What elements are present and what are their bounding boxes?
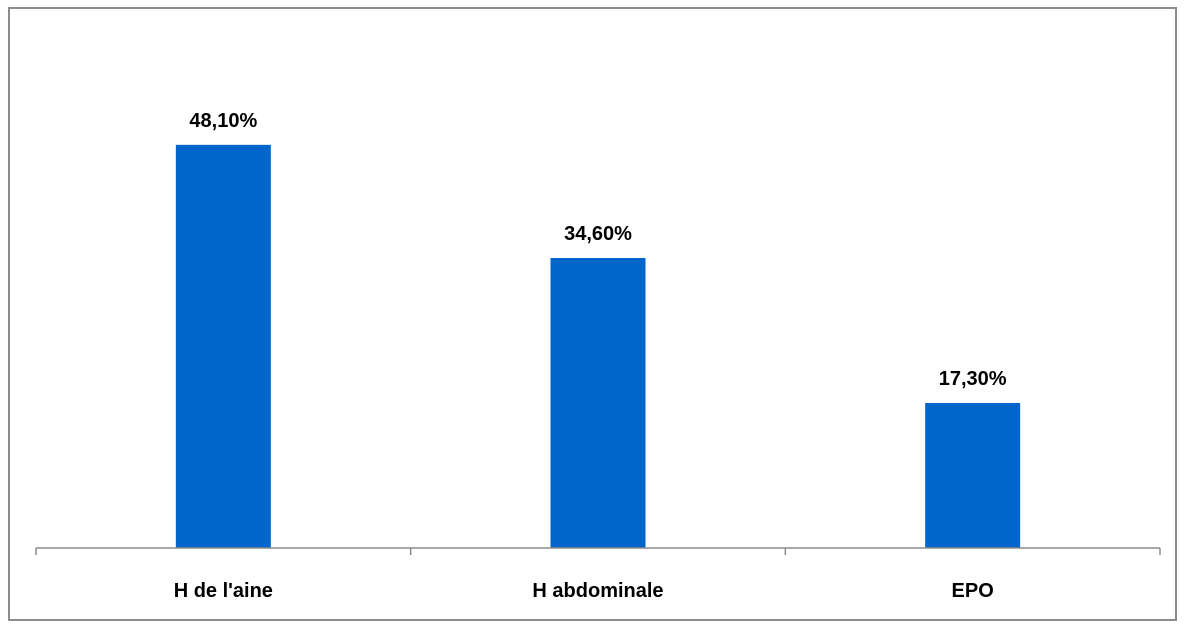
category-label-2: EPO [952, 580, 994, 602]
bar-2 [925, 402, 1021, 548]
bar-1 [550, 257, 646, 548]
category-label-1: H abdominale [532, 580, 663, 602]
data-label-2: 17,30% [939, 368, 1007, 390]
x-axis [35, 547, 1161, 555]
data-label-0: 48,10% [189, 110, 257, 132]
bar-0 [175, 144, 271, 549]
category-label-0: H de l'aine [174, 580, 273, 602]
labels-layer: 48,10% H de l'aine 34,60% H abdominale 17,30… [174, 110, 1007, 602]
bars-layer [175, 144, 1021, 549]
data-label-1: 34,60% [564, 223, 632, 245]
